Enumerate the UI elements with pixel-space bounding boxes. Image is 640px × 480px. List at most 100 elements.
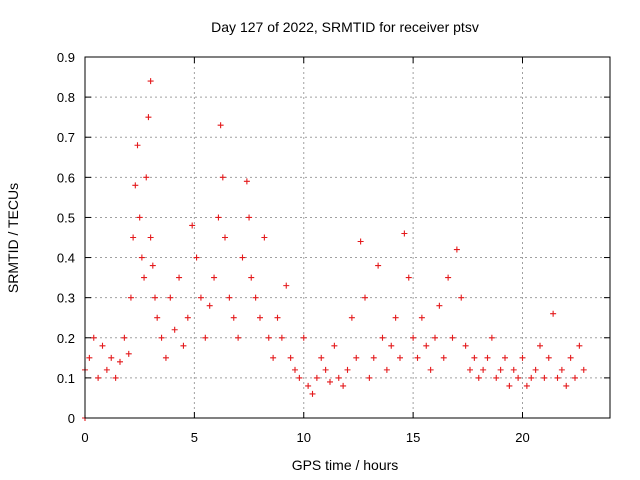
data-point bbox=[143, 174, 150, 181]
data-point bbox=[515, 374, 522, 381]
data-point bbox=[340, 382, 347, 389]
data-point bbox=[410, 334, 417, 341]
data-point bbox=[436, 302, 443, 309]
x-axis-label: GPS time / hours bbox=[292, 457, 399, 473]
data-point bbox=[189, 222, 196, 229]
data-point bbox=[405, 274, 412, 281]
data-point bbox=[235, 334, 242, 341]
data-point bbox=[440, 354, 447, 361]
data-point bbox=[318, 354, 325, 361]
data-point bbox=[147, 78, 154, 85]
data-point bbox=[176, 274, 183, 281]
data-point bbox=[248, 274, 255, 281]
data-point bbox=[558, 366, 565, 373]
data-point bbox=[274, 314, 281, 321]
data-point bbox=[222, 234, 228, 241]
data-point bbox=[127, 294, 134, 301]
data-point bbox=[296, 374, 303, 381]
data-point bbox=[427, 366, 434, 373]
y-tick-label: 0 bbox=[68, 411, 75, 426]
data-point bbox=[401, 230, 408, 237]
data-point bbox=[497, 366, 504, 373]
data-point bbox=[292, 366, 298, 373]
data-point bbox=[136, 214, 143, 221]
data-point bbox=[537, 342, 543, 349]
data-point bbox=[171, 326, 178, 333]
data-point bbox=[287, 354, 294, 361]
data-point bbox=[462, 342, 469, 349]
data-point bbox=[152, 294, 158, 301]
data-point bbox=[193, 254, 200, 261]
y-axis-label: SRMTID / TECUs bbox=[5, 183, 21, 293]
y-tick-label: 0.5 bbox=[57, 210, 75, 225]
data-point bbox=[215, 214, 222, 221]
y-tick-label: 0.3 bbox=[57, 291, 75, 306]
grid bbox=[85, 57, 610, 418]
data-point bbox=[493, 374, 500, 381]
data-point bbox=[388, 342, 395, 349]
data-point bbox=[580, 366, 587, 373]
data-point bbox=[414, 354, 421, 361]
data-point bbox=[366, 374, 373, 381]
data-point bbox=[145, 114, 152, 121]
data-point bbox=[243, 178, 250, 185]
data-point bbox=[397, 354, 403, 361]
data-point bbox=[432, 334, 438, 341]
data-point bbox=[257, 314, 263, 321]
data-point bbox=[130, 234, 137, 241]
data-point bbox=[528, 374, 535, 381]
data-point bbox=[550, 310, 557, 317]
y-tick-label: 0.8 bbox=[57, 90, 75, 105]
data-point bbox=[484, 354, 491, 361]
data-point bbox=[322, 366, 329, 373]
data-point bbox=[554, 374, 561, 381]
data-point bbox=[121, 334, 128, 341]
data-point bbox=[357, 238, 364, 245]
data-point bbox=[453, 246, 460, 253]
data-series bbox=[82, 78, 587, 421]
data-point bbox=[90, 334, 97, 341]
data-point bbox=[309, 390, 316, 397]
y-tick-label: 0.6 bbox=[57, 170, 75, 185]
data-point bbox=[117, 358, 123, 365]
data-point bbox=[95, 374, 102, 381]
data-point bbox=[125, 350, 132, 357]
data-point bbox=[211, 274, 218, 281]
x-tick-label: 5 bbox=[191, 430, 198, 445]
data-point bbox=[362, 294, 368, 301]
data-point bbox=[445, 274, 452, 281]
data-point bbox=[149, 262, 156, 269]
data-point bbox=[335, 374, 342, 381]
data-point bbox=[471, 354, 478, 361]
data-point bbox=[510, 366, 517, 373]
data-point bbox=[86, 354, 93, 361]
data-point bbox=[217, 122, 224, 129]
data-point bbox=[383, 366, 390, 373]
data-point bbox=[239, 254, 246, 261]
data-point bbox=[180, 342, 187, 349]
data-point bbox=[370, 354, 377, 361]
data-point bbox=[449, 334, 456, 341]
x-tick-label: 15 bbox=[406, 430, 420, 445]
data-point bbox=[305, 382, 312, 389]
data-point bbox=[567, 354, 574, 361]
data-point bbox=[475, 374, 482, 381]
data-point bbox=[458, 294, 465, 301]
y-tick-label: 0.1 bbox=[57, 371, 75, 386]
data-point bbox=[158, 334, 165, 341]
y-tick-label: 0.2 bbox=[57, 331, 75, 346]
data-point bbox=[147, 234, 154, 241]
data-point bbox=[154, 314, 161, 321]
chart-title: Day 127 of 2022, SRMTID for receiver pts… bbox=[211, 19, 479, 35]
data-point bbox=[545, 354, 552, 361]
data-point bbox=[270, 354, 277, 361]
data-point bbox=[265, 334, 272, 341]
data-point bbox=[480, 366, 487, 373]
data-point bbox=[519, 354, 526, 361]
data-point bbox=[541, 374, 548, 381]
data-point bbox=[99, 342, 106, 349]
data-point bbox=[261, 234, 268, 241]
data-point bbox=[523, 382, 530, 389]
data-point bbox=[226, 294, 233, 301]
data-point bbox=[184, 314, 191, 321]
